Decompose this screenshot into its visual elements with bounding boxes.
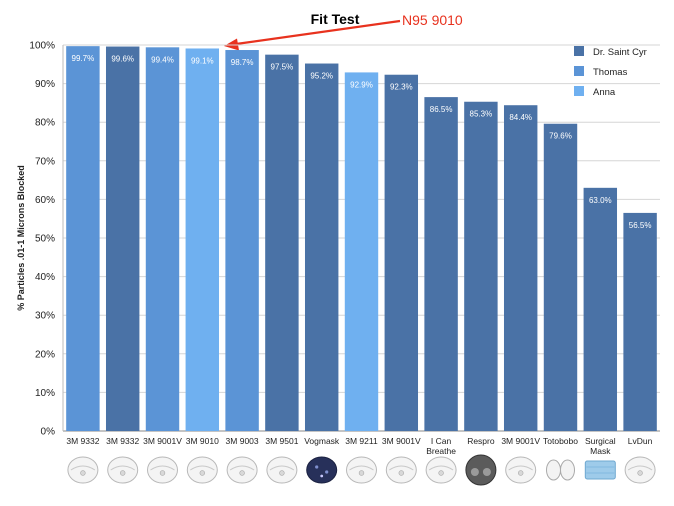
mask-icon: [584, 460, 616, 480]
data-label: 99.4%: [151, 55, 174, 64]
legend-swatch-dr-saint-cyr: [574, 46, 584, 56]
y-tick-label: 0%: [41, 427, 56, 438]
legend-label-dr-saint-cyr: Dr. Saint Cyr: [593, 47, 647, 58]
y-tick-label: 10%: [35, 388, 55, 399]
legend-swatch-thomas: [574, 66, 584, 76]
y-tick-label: 100%: [29, 41, 55, 52]
category-labels: 3M 9332 3M 9332 3M 9001V 3M 9010 3M 9003 3M 9…: [66, 436, 652, 456]
y-axis-ticks: 0% 10% 20% 30% 40% 50% 60% 70% 80% 90% 100%: [29, 41, 55, 438]
data-label: 85.3%: [470, 110, 493, 119]
category-label: 3M 9332: [66, 436, 99, 446]
y-axis-label: % Particles .01-1 Microns Blocked: [16, 165, 26, 311]
category-label: 3M 9332: [106, 436, 139, 446]
data-label: 92.9%: [350, 80, 373, 89]
bar: [384, 74, 419, 432]
mask-icon: [147, 456, 178, 484]
data-labels: 99.7% 99.6% 99.4% 99.1% 98.7% 97.5% 95.2% 92.9%…: [72, 54, 652, 230]
data-label: 63.0%: [589, 196, 612, 205]
mask-icon: [67, 456, 99, 484]
data-label: 97.5%: [271, 63, 294, 72]
y-tick-label: 40%: [35, 272, 55, 283]
category-label: 3M 9211: [345, 436, 378, 446]
category-label: 3M 9001V: [382, 436, 421, 446]
data-label: 99.6%: [111, 55, 134, 64]
data-label: 86.5%: [430, 105, 453, 114]
data-label: 92.3%: [390, 83, 413, 92]
category-label: 3M 9501: [265, 436, 298, 446]
bar: [185, 48, 220, 431]
mask-icon: [546, 459, 575, 481]
chart-title: Fit Test: [311, 11, 360, 27]
y-tick-label: 70%: [35, 156, 55, 167]
legend-swatch-anna: [574, 86, 584, 96]
category-label: 3M 9001V: [501, 436, 540, 446]
bar: [66, 46, 100, 432]
bar: [225, 50, 259, 431]
mask-icon: [624, 456, 656, 484]
mask-images: [67, 454, 656, 486]
bar: [464, 101, 498, 431]
y-tick-label: 30%: [35, 311, 55, 322]
annotation-arrow-line: [235, 19, 401, 46]
mask-icon: [107, 456, 139, 484]
data-label: 79.6%: [549, 132, 572, 141]
mask-icon: [226, 456, 258, 484]
bar: [105, 46, 140, 431]
data-label: 99.1%: [191, 56, 214, 65]
y-tick-label: 80%: [35, 118, 55, 129]
bar: [304, 63, 339, 431]
mask-icon: [465, 454, 497, 486]
y-tick-label: 90%: [35, 79, 55, 90]
mask-icon: [186, 456, 218, 484]
annotation: N95 9010: [224, 12, 463, 51]
category-label: Surgical: [585, 436, 616, 446]
bar: [265, 54, 299, 432]
category-label: 3M 9010: [186, 436, 219, 446]
bar: [503, 105, 538, 431]
category-label: Totobobo: [543, 436, 578, 446]
mask-icon: [306, 456, 338, 484]
category-label: Mask: [590, 446, 611, 456]
bar: [145, 47, 180, 431]
bars: [66, 46, 657, 432]
category-label: Respro: [467, 436, 495, 446]
data-label: 98.7%: [231, 58, 254, 67]
mask-icon: [425, 456, 457, 484]
data-label: 99.7%: [72, 54, 95, 63]
category-label: 3M 9003: [226, 436, 259, 446]
data-label: 95.2%: [310, 72, 333, 81]
bar: [543, 123, 578, 431]
bar: [424, 97, 458, 432]
category-label: 3M 9001V: [143, 436, 182, 446]
bar: [583, 187, 618, 431]
mask-icon: [385, 456, 417, 484]
data-label: 56.5%: [629, 221, 652, 230]
y-tick-label: 20%: [35, 349, 55, 360]
legend-label-thomas: Thomas: [593, 67, 628, 78]
legend: Dr. Saint Cyr Thomas Anna: [574, 46, 647, 98]
bar: [344, 72, 379, 431]
mask-icon: [266, 456, 298, 484]
data-label: 84.4%: [509, 113, 532, 122]
y-tick-label: 50%: [35, 234, 55, 245]
category-label: Vogmask: [304, 436, 340, 446]
annotation-text: N95 9010: [402, 12, 463, 28]
bar: [623, 212, 657, 431]
legend-label-anna: Anna: [593, 87, 616, 98]
mask-icon: [346, 456, 377, 484]
category-label: I Can: [431, 436, 452, 446]
category-label: LvDun: [628, 436, 653, 446]
mask-icon: [505, 456, 537, 484]
y-tick-label: 60%: [35, 195, 55, 206]
category-label: Breathe: [426, 446, 456, 456]
